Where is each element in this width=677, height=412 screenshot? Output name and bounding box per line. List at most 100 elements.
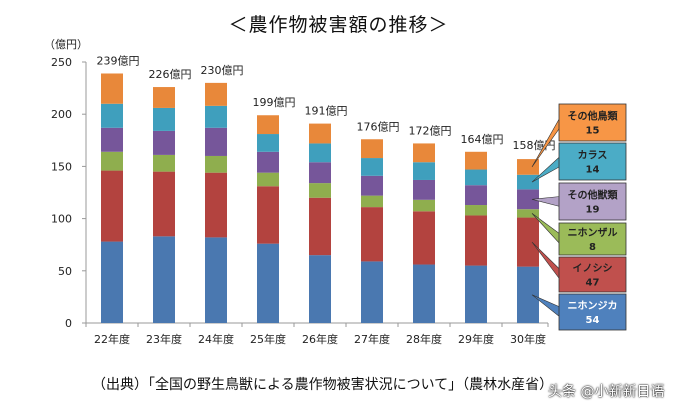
bar-segment-その他獣類 [205,127,227,156]
bar-segment-その他獣類 [361,175,383,196]
bar-segment-ニホンザル [309,183,331,198]
bar-segment-カラス [101,103,123,128]
bar-segment-ニホンジカ [205,237,227,323]
y-tick-label: 100 [51,213,72,226]
bar-segment-その他獣類 [309,162,331,184]
total-label: 191億円 [305,105,348,118]
callout-box [558,103,627,142]
callout-name: その他獣類 [568,189,619,202]
y-tick-label: 150 [51,160,72,173]
bar-segment-その他鳥類 [361,139,383,159]
bar-segment-カラス [465,169,487,186]
bar-segment-カラス [205,105,227,128]
bar-segment-その他鳥類 [465,151,487,170]
bar-segment-イノシシ [413,211,435,265]
bar-segment-イノシシ [101,170,123,242]
bar-segment-ニホンザル [101,151,123,171]
bar-segment-その他鳥類 [101,73,123,104]
bar-segment-ニホンザル [361,195,383,208]
callout-value: 19 [586,205,600,216]
y-tick-label: 50 [58,265,72,278]
bar-segment-その他獣類 [153,130,175,155]
x-tick-label: 29年度 [458,332,494,346]
x-tick-label: 23年度 [146,332,182,346]
total-label: 239億円 [97,54,140,67]
bar-segment-その他鳥類 [413,143,435,163]
bar-segment-ニホンジカ [465,265,487,323]
y-tick-label: 0 [65,317,72,330]
callout-value: 14 [586,165,600,176]
x-tick-label: 30年度 [510,332,546,346]
x-tick-label: 22年度 [94,332,130,346]
bar-segment-イノシシ [465,215,487,266]
total-label: 226億円 [149,68,192,81]
bar-segment-イノシシ [257,186,279,244]
bar-segment-ニホンジカ [361,261,383,323]
bar-segment-ニホンジカ [309,255,331,323]
bar-segment-その他鳥類 [257,115,279,135]
y-axis-unit: （億円） [44,38,88,51]
callout-name: ニホンジカ [568,300,618,312]
bar-segment-その他獣類 [101,127,123,152]
bar-segment-イノシシ [361,207,383,262]
bar-segment-ニホンジカ [101,241,123,323]
bar-segment-ニホンザル [153,154,175,172]
bar-segment-ニホンザル [465,205,487,216]
bar-segment-カラス [153,107,175,131]
x-tick-label: 27年度 [354,332,390,346]
bar-segment-ニホンジカ [517,266,539,323]
callout-box [558,256,627,293]
y-tick-label: 250 [51,56,72,69]
bar-segment-ニホンザル [257,172,279,187]
bar-segment-イノシシ [517,217,539,267]
callout-value: 47 [586,278,600,289]
total-label: 164億円 [461,133,504,146]
callout-box [558,293,627,331]
bar-segment-イノシシ [309,197,331,256]
total-label: 230億円 [201,64,244,77]
callout-value: 54 [586,315,600,326]
bar-segment-ニホンジカ [153,236,175,323]
bar-segment-カラス [517,174,539,190]
bar-segment-その他獣類 [413,179,435,200]
bar-segment-ニホンジカ [257,243,279,323]
total-label: 172億円 [409,124,452,137]
callout-box [558,142,627,181]
callout-value: 8 [589,242,596,253]
bar-segment-カラス [361,158,383,176]
bar-segment-ニホンザル [413,199,435,212]
bar-segment-カラス [257,134,279,152]
bar-segment-その他獣類 [517,189,539,210]
callout-name: ニホンザル [568,227,618,239]
chart-title: ＜農作物被害額の推移＞ [228,14,449,36]
callout-value: 15 [586,126,600,137]
bar-segment-イノシシ [205,172,227,238]
y-tick-label: 200 [51,108,72,121]
watermark: 头条 @小新新日语 [548,384,665,400]
bar-segment-カラス [309,143,331,163]
bar-segment-イノシシ [153,171,175,237]
bar-segment-ニホンザル [205,155,227,173]
bar-segment-その他鳥類 [309,123,331,144]
x-tick-label: 24年度 [198,332,234,346]
x-tick-label: 26年度 [302,332,338,346]
bar-segment-その他獣類 [465,185,487,206]
bar-segment-その他鳥類 [153,87,175,108]
bar-segment-カラス [413,162,435,180]
total-label: 176億円 [357,120,400,133]
bar-segment-ニホンジカ [413,264,435,323]
bar-segment-その他獣類 [257,151,279,173]
total-label: 199億円 [253,96,296,109]
callout-name: その他鳥類 [568,110,619,123]
callout-box [558,182,627,221]
callout-box [558,222,627,256]
bar-segment-その他鳥類 [205,82,227,106]
callout-name: カラス [578,150,608,162]
x-tick-label: 28年度 [406,332,442,346]
callout-name: イノシシ [573,263,613,275]
bar-segment-その他鳥類 [517,159,539,175]
x-tick-label: 25年度 [250,332,286,346]
bar-segment-ニホンザル [517,209,539,218]
source-note: （出典）「全国の野生鳥獣による農作物被害状況について」（農林水産省） [92,377,554,393]
